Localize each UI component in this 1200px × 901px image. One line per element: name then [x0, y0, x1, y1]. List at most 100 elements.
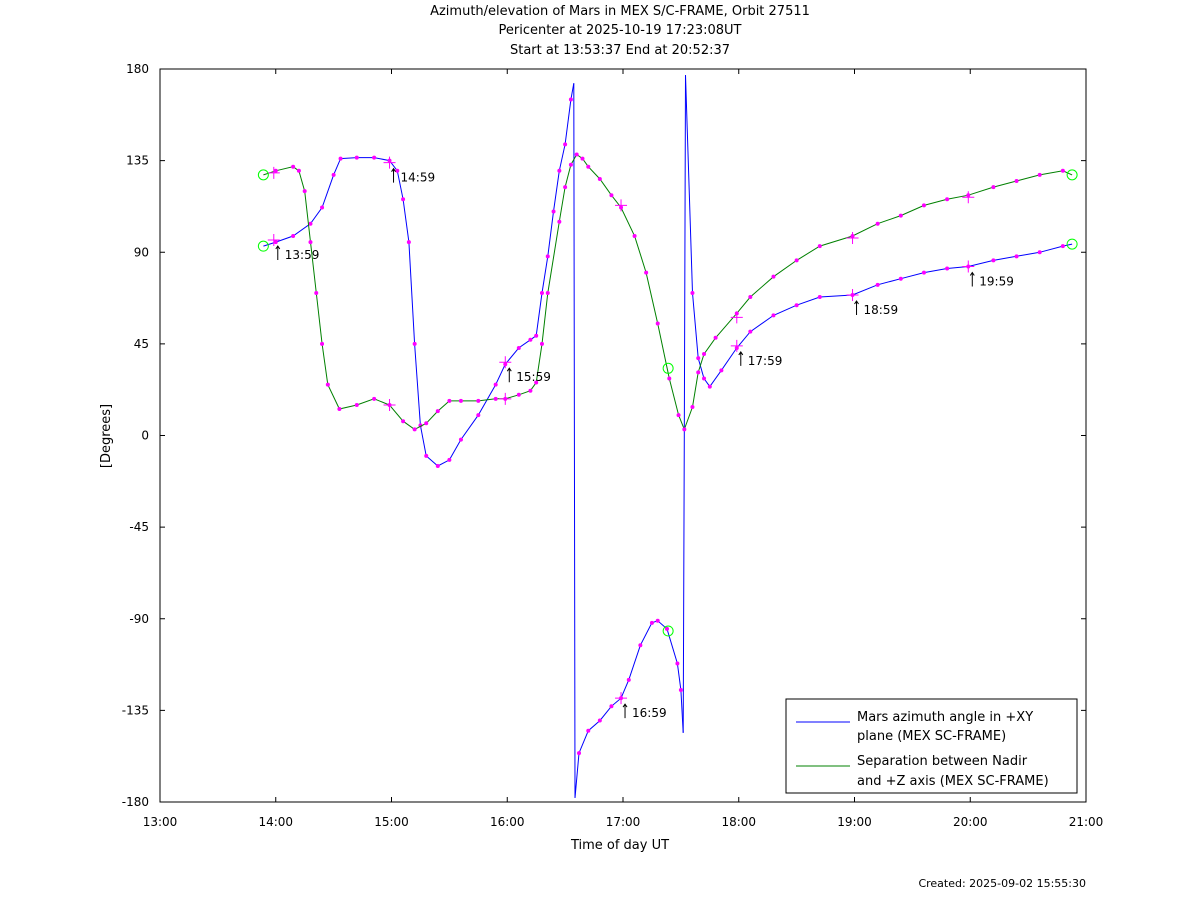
series-line-azimuth	[682, 75, 686, 733]
sample-dot-separation	[580, 156, 585, 161]
tick-layer: 13:00 14:00 15:00 16:00 17:00 18:00 19:00 20:00…	[122, 62, 1104, 829]
sample-dot-azimuth	[435, 464, 440, 469]
sample-dot-separation	[320, 341, 325, 346]
sample-dot-separation	[632, 233, 637, 238]
hour-mark-azimuth	[267, 234, 280, 247]
hour-label-arrow	[969, 271, 975, 287]
plot-area	[257, 75, 1078, 798]
sample-dot-azimuth	[626, 677, 631, 682]
y-tick-label: 135	[126, 154, 149, 168]
sample-dot-azimuth	[748, 329, 753, 334]
hour-mark-separation	[846, 231, 859, 244]
sample-dot-separation	[568, 162, 573, 167]
sample-dot-azimuth	[817, 295, 822, 300]
x-tick-label: 17:00	[606, 815, 641, 829]
sample-dot-separation	[875, 221, 880, 226]
sample-dot-azimuth	[696, 356, 701, 361]
y-axis-label: [Degrees]	[99, 404, 114, 468]
x-tick-label: 16:00	[490, 815, 525, 829]
label-layer: 13:59 14:59 15:59 16:59 17:59 18:59 19:59	[275, 167, 1014, 720]
sample-dot-azimuth	[664, 626, 669, 631]
sample-dot-separation	[372, 396, 377, 401]
x-tick-label: 14:00	[258, 815, 293, 829]
sample-dot-azimuth	[586, 728, 591, 733]
y-tick-label: -90	[129, 612, 149, 626]
sample-dot-azimuth	[675, 661, 680, 666]
endpoint-circle-separation	[1066, 169, 1078, 181]
sample-dot-separation	[273, 168, 278, 173]
sample-dot-separation	[1014, 178, 1019, 183]
hour-mark-azimuth	[499, 356, 512, 369]
sample-dot-azimuth	[528, 337, 533, 342]
sample-dot-azimuth	[794, 303, 799, 308]
sample-dot-azimuth	[476, 413, 481, 418]
sample-dot-azimuth	[338, 156, 343, 161]
x-tick-label: 13:00	[143, 815, 178, 829]
hour-label-arrow	[854, 300, 859, 316]
hour-label-arrow	[391, 167, 396, 183]
sample-dot-azimuth	[702, 376, 707, 381]
hour-mark-separation	[267, 166, 280, 179]
sample-dot-azimuth	[655, 618, 660, 623]
sample-dot-azimuth	[412, 341, 417, 346]
series-line-azimuth	[574, 620, 684, 798]
pericenter-marker	[662, 362, 674, 374]
chart-subtitle-timespan: Start at 13:53:37 End at 20:52:37	[509, 43, 731, 58]
pericenter-marker	[662, 625, 674, 637]
x-tick-label: 15:00	[374, 815, 409, 829]
sample-dot-separation	[921, 203, 926, 208]
sample-dot-separation	[696, 370, 701, 375]
sample-dot-azimuth	[945, 266, 950, 271]
hour-label: 18:59	[864, 303, 899, 317]
sample-dot-separation	[991, 185, 996, 190]
sample-dot-azimuth	[921, 270, 926, 275]
sample-dot-separation	[945, 197, 950, 202]
x-tick-label: 21:00	[1069, 815, 1104, 829]
sample-dot-separation	[493, 396, 498, 401]
sample-dot-separation	[702, 352, 707, 357]
sample-dot-separation	[898, 213, 903, 218]
created-timestamp: Created: 2025-09-02 15:55:30	[918, 877, 1086, 890]
sample-dot-separation	[676, 413, 681, 418]
sample-dot-azimuth	[690, 290, 695, 295]
sample-dot-azimuth	[331, 172, 336, 177]
x-tick-label: 18:00	[721, 815, 756, 829]
sample-dot-azimuth	[649, 620, 654, 625]
chart-subtitle-pericenter: Pericenter at 2025-10-19 17:23:08UT	[498, 23, 742, 38]
sample-dot-separation	[794, 258, 799, 263]
sample-dot-azimuth	[1060, 244, 1065, 249]
sample-dot-separation	[528, 388, 533, 393]
sample-dot-azimuth	[898, 276, 903, 281]
sample-dot-azimuth	[551, 209, 556, 214]
sample-dot-azimuth	[991, 258, 996, 263]
sample-dot-separation	[655, 321, 660, 326]
sample-dot-separation	[748, 295, 753, 300]
legend-label-separation-line1: Separation between Nadir	[857, 754, 1028, 769]
hour-mark-azimuth	[730, 339, 743, 352]
x-axis-label: Time of day UT	[570, 838, 669, 853]
hour-mark-azimuth	[615, 692, 628, 705]
sample-dot-separation	[424, 421, 429, 426]
hour-mark-azimuth	[383, 156, 396, 169]
sample-dot-azimuth	[372, 155, 377, 160]
x-tick-label: 20:00	[953, 815, 988, 829]
chart-title: Azimuth/elevation of Mars in MEX S/C-FRA…	[430, 4, 810, 19]
sample-dot-azimuth	[678, 688, 683, 693]
sample-dot-separation	[682, 427, 687, 432]
hour-label: 17:59	[748, 354, 783, 368]
sample-dot-azimuth	[563, 142, 568, 147]
sample-dot-separation	[563, 185, 568, 190]
sample-dot-azimuth	[557, 168, 562, 173]
hour-mark-separation	[499, 392, 512, 405]
sample-dot-azimuth	[638, 643, 643, 648]
endpoint-circle-azimuth	[1066, 238, 1078, 250]
sample-dot-azimuth	[354, 155, 359, 160]
sample-dot-separation	[586, 164, 591, 169]
sample-dot-azimuth	[395, 168, 400, 173]
sample-dot-separation	[516, 392, 521, 397]
sample-dot-azimuth	[516, 345, 521, 350]
sample-dot-azimuth	[493, 382, 498, 387]
hour-mark-separation	[615, 199, 628, 212]
sample-dot-separation	[545, 290, 550, 295]
legend-label-azimuth-line2: plane (MEX SC-FRAME)	[857, 729, 1006, 744]
